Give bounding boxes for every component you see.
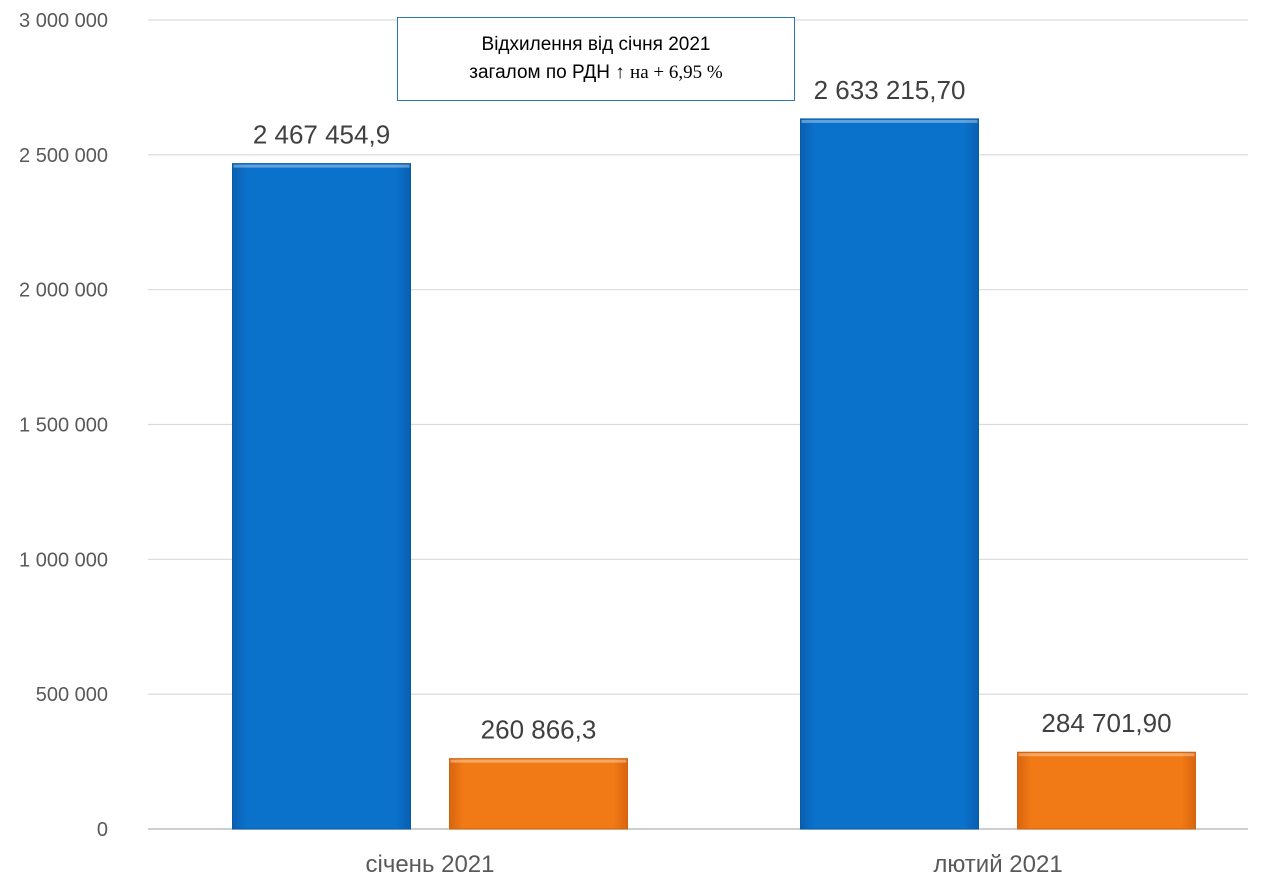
- bar-highlight: [450, 759, 627, 763]
- bars: [232, 118, 1196, 830]
- y-tick-label: 0: [97, 819, 108, 841]
- y-tick-label: 1 000 000: [19, 549, 108, 571]
- annotation-line1: Відхилення від січня 2021: [481, 34, 711, 56]
- data-label: 2 467 454,9: [253, 120, 390, 150]
- x-category-label: січень 2021: [366, 851, 495, 878]
- data-label: 284 701,90: [1041, 708, 1171, 738]
- bar-highlight: [801, 119, 978, 123]
- bar-series-1: [232, 163, 411, 830]
- data-label: 2 633 215,70: [814, 75, 966, 105]
- data-label: 260 866,3: [481, 715, 597, 745]
- y-tick-label: 2 500 000: [19, 145, 108, 167]
- y-tick-label: 3 000 000: [19, 10, 108, 32]
- y-tick-label: 500 000: [36, 684, 108, 706]
- x-axis-categories: січень 2021 лютий 2021: [366, 851, 1063, 878]
- y-tick-label: 1 500 000: [19, 415, 108, 437]
- up-arrow-icon: ↑: [615, 62, 625, 83]
- x-category-label: лютий 2021: [933, 851, 1062, 878]
- bar-highlight: [1018, 753, 1195, 757]
- bar-series-2: [449, 758, 628, 830]
- bar-highlight: [233, 164, 410, 168]
- annotation-suffix: на + 6,95 %: [630, 62, 723, 83]
- annotation-box: Відхилення від січня 2021 загалом по РДН…: [397, 17, 795, 101]
- bar-series-1: [800, 118, 979, 830]
- y-axis-ticks: 0 500 000 1 000 000 1 500 000 2 000 000 2 500…: [19, 10, 108, 841]
- bar-series-2: [1017, 751, 1196, 830]
- data-labels: 2 467 454,9 260 866,3 2 633 215,70 284 701,…: [253, 75, 1172, 745]
- y-tick-label: 2 000 000: [19, 280, 108, 302]
- annotation-prefix: загалом по РДН: [469, 62, 610, 83]
- annotation-line2: загалом по РДН ↑ на + 6,95 %: [469, 59, 722, 87]
